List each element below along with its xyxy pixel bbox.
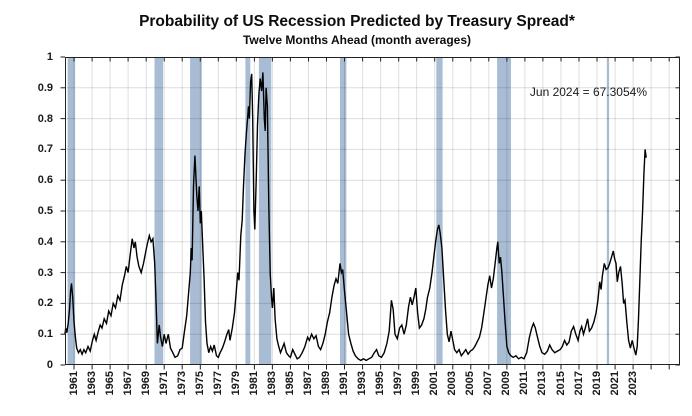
y-tick-label: 0.6 <box>37 174 53 187</box>
x-tick-label: 2019 <box>590 371 603 396</box>
x-tick-label: 2013 <box>536 371 549 396</box>
recession-band <box>340 57 347 365</box>
plot-area: Jun 2024 = 67.3054% 1961 1963 1965 1967 1969… <box>38 51 680 395</box>
x-tick-label: 1963 <box>85 371 98 396</box>
recession-band <box>436 57 443 365</box>
y-tick-label: 0.7 <box>37 143 53 156</box>
recession-band <box>190 57 202 365</box>
x-tick-label: 2021 <box>608 371 621 396</box>
x-tick-label: 1961 <box>67 371 80 396</box>
last-value-annotation: Jun 2024 = 67.3054% <box>529 85 647 99</box>
y-tick-label: 0.3 <box>37 266 53 279</box>
x-tick-label: 2017 <box>572 371 585 396</box>
x-tick-label: 1983 <box>265 371 278 396</box>
x-tick-label: 2015 <box>554 371 567 396</box>
x-tick-label: 1999 <box>410 371 423 396</box>
x-tick-label: 1981 <box>247 371 260 396</box>
x-tick-label: 1979 <box>229 371 242 396</box>
y-tick-label: 0.1 <box>37 328 53 341</box>
y-tick-label: 0.5 <box>37 205 53 217</box>
probability-line <box>64 72 647 362</box>
x-tick-label: 1975 <box>193 371 206 396</box>
chart-header: Probability of US Recession Predicted by… <box>22 0 692 47</box>
x-tick-label: 1967 <box>121 371 134 396</box>
recession-band <box>154 57 164 365</box>
x-tick-label: 1965 <box>103 371 116 396</box>
recession-band <box>245 57 251 365</box>
y-tick-label: 0.8 <box>37 112 53 125</box>
chart-canvas <box>60 56 680 370</box>
x-tick-label: 1985 <box>283 371 296 396</box>
x-tick-label: 1997 <box>392 371 405 396</box>
x-tick-label: 2011 <box>518 371 531 395</box>
x-tick-label: 1987 <box>302 371 314 396</box>
x-tick-label: 2007 <box>482 371 495 396</box>
axes-box <box>65 57 680 365</box>
x-tick-label: 1971 <box>157 371 170 396</box>
y-tick-label: 0.2 <box>37 297 53 310</box>
x-tick-label: 1991 <box>338 371 350 396</box>
recession-band <box>67 57 76 365</box>
x-tick-label: 1993 <box>356 371 369 396</box>
y-tick-label: 0.9 <box>37 81 53 94</box>
y-tick-label: 1 <box>46 51 53 63</box>
x-tick-label: 1969 <box>139 371 152 396</box>
y-tick-label: 0 <box>46 359 53 371</box>
x-tick-label: 1973 <box>175 371 188 396</box>
chart-title: Probability of US Recession Predicted by… <box>139 13 575 30</box>
recession-band <box>497 57 511 365</box>
y-tick-label: 0.4 <box>37 235 53 248</box>
x-tick-label: 2009 <box>500 371 513 396</box>
x-tick-label: 1989 <box>320 371 332 396</box>
chart-subtitle: Twelve Months Ahead (month averages) <box>242 33 472 47</box>
x-tick-label: 1995 <box>374 371 387 396</box>
x-tick-label: 2003 <box>446 371 459 396</box>
recession-band <box>606 57 610 365</box>
x-tick-label: 2023 <box>626 371 639 396</box>
x-tick-label: 1977 <box>211 371 224 396</box>
x-tick-label: 2001 <box>428 371 441 396</box>
x-tick-label: 2005 <box>464 371 477 396</box>
